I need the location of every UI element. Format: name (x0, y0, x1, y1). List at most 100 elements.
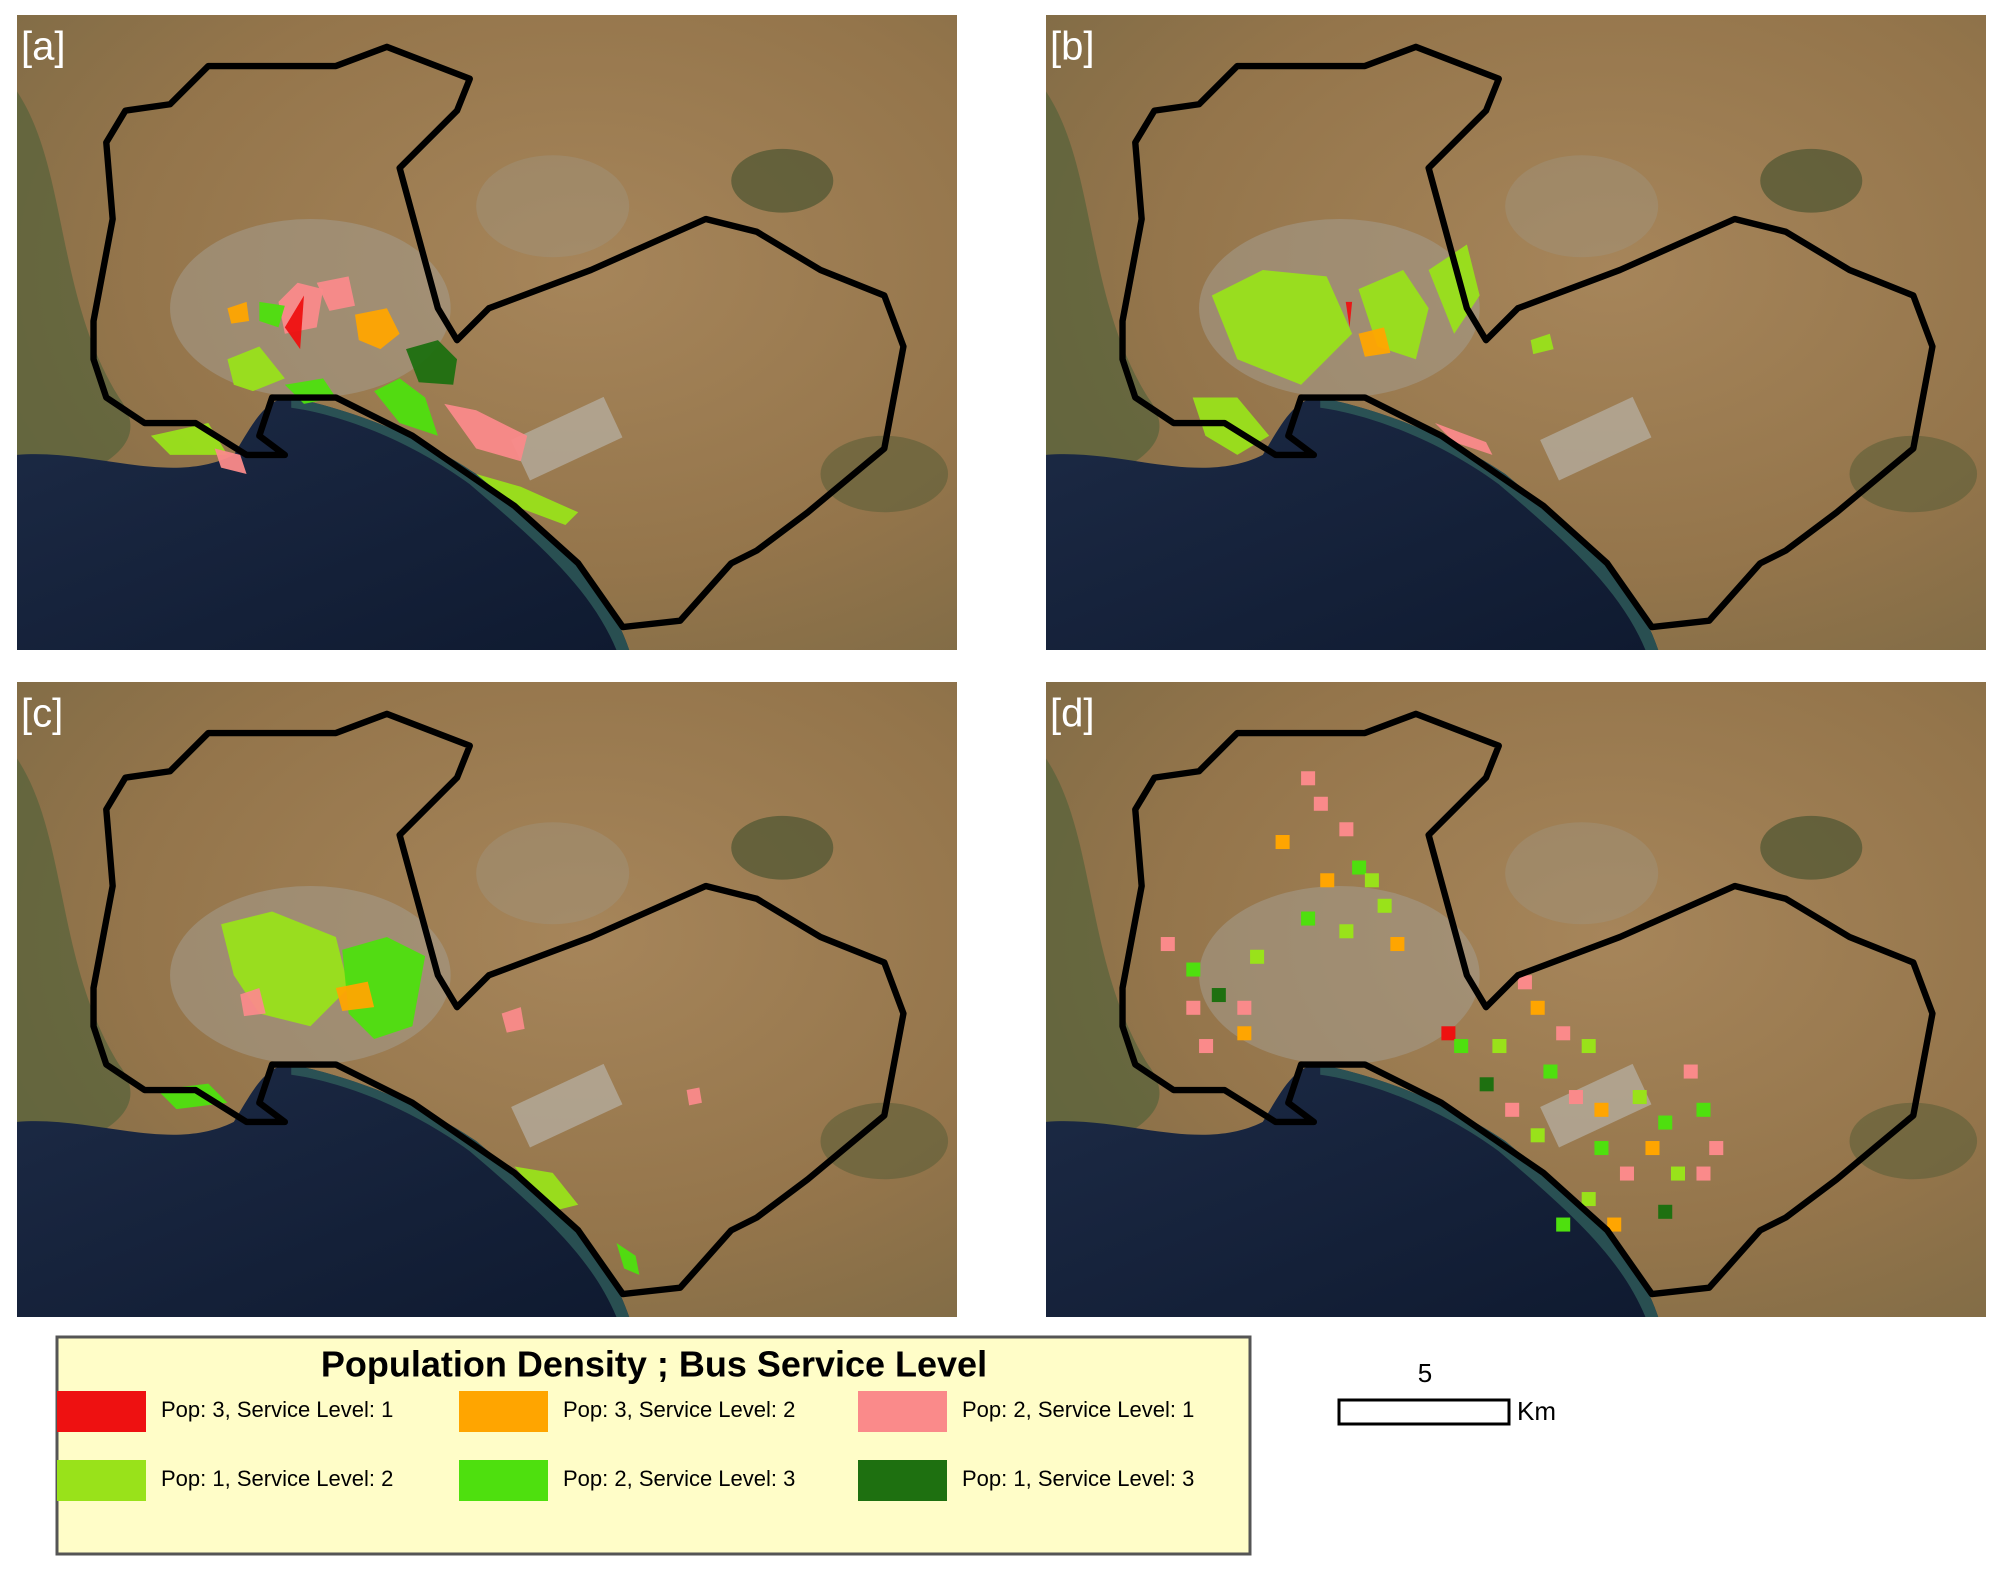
legend-items: Pop: 3, Service Level: 1 Pop: 3, Service … (57, 1391, 1194, 1501)
coverage-area (354, 308, 400, 350)
grid-cell (1619, 1166, 1634, 1181)
grid-cell (1211, 988, 1226, 1003)
grid-cell (1441, 1026, 1456, 1041)
grid-cell (1186, 1000, 1201, 1015)
grid-cell (1632, 1090, 1647, 1105)
panel-label: [d] (1050, 692, 1094, 736)
grid-cell (1530, 1128, 1545, 1143)
grid-cell (1581, 1192, 1596, 1207)
grid-cell (1364, 873, 1379, 888)
grid-cell (1377, 898, 1392, 913)
satellite-basemap (17, 682, 957, 1317)
panel-label: [c] (21, 692, 63, 736)
grid-cell (1594, 1102, 1609, 1117)
coverage-area (476, 474, 579, 526)
coverage-area (227, 301, 250, 324)
coverage-area (1530, 333, 1554, 355)
grid-cell (1313, 796, 1328, 811)
grid-cell (1658, 1204, 1673, 1219)
coverage-area (316, 276, 355, 311)
grid-cell (1390, 937, 1405, 952)
grid-cell (1581, 1039, 1596, 1054)
map-panels: [a] [b] [c] [d] (17, 15, 1986, 1317)
coverage-area (1345, 301, 1353, 328)
grid-cell (1556, 1026, 1571, 1041)
grid-cell (1683, 1064, 1698, 1079)
legend-label: Pop: 3, Service Level: 1 (161, 1397, 393, 1422)
coverage-area (240, 988, 266, 1017)
grid-cell (1199, 1039, 1214, 1054)
coverage-area (686, 1087, 702, 1106)
grid-cell (1645, 1141, 1660, 1156)
legend-label: Pop: 1, Service Level: 3 (962, 1466, 1194, 1491)
scale-bar (1337, 1398, 1511, 1426)
legend-swatch (57, 1391, 146, 1432)
satellite-basemap (1046, 15, 1986, 650)
grid-cell (1658, 1115, 1673, 1130)
coverage-area (406, 340, 458, 385)
coverage-area (444, 403, 528, 462)
grid-cell (1250, 949, 1265, 964)
coverage-area (514, 1166, 579, 1212)
grid-cell (1339, 822, 1354, 837)
grid-cell (1670, 1166, 1685, 1181)
grid-cell (1301, 771, 1316, 786)
coverage-area (1435, 423, 1493, 455)
legend-swatch (57, 1460, 146, 1501)
grid-cell (1505, 1102, 1520, 1117)
coverage-area (214, 448, 247, 475)
grid-cell (1696, 1102, 1711, 1117)
satellite-basemap (17, 15, 957, 650)
legend-swatch (459, 1391, 548, 1432)
grid-cell (1709, 1141, 1724, 1156)
coverage-area (616, 1243, 640, 1275)
legend-swatch (858, 1391, 947, 1432)
grid-cell (1320, 873, 1335, 888)
map-panel (1046, 682, 1986, 1317)
scale-distance: 5 (1418, 1358, 1432, 1388)
grid-cell (1556, 1217, 1571, 1232)
coverage-area (342, 937, 426, 1040)
coverage-area (284, 295, 304, 350)
legend-label: Pop: 2, Service Level: 3 (563, 1466, 795, 1491)
scale-unit: Km (1517, 1396, 1556, 1426)
grid-cell (1696, 1166, 1711, 1181)
grid-cell (1517, 975, 1532, 990)
grid-cell (1275, 835, 1290, 850)
grid-cell (1237, 1000, 1252, 1015)
coverage-area (1211, 270, 1353, 385)
grid-cell (1301, 911, 1316, 926)
map-panel (1046, 15, 1986, 650)
map-panel (17, 15, 957, 650)
grid-cell (1237, 1026, 1252, 1041)
grid-cell (1594, 1141, 1609, 1156)
grid-cell (1530, 1000, 1545, 1015)
legend-label: Pop: 1, Service Level: 2 (161, 1466, 393, 1491)
panel-label: [b] (1050, 25, 1094, 69)
legend-swatch (459, 1460, 548, 1501)
coverage-area (259, 301, 285, 328)
grid-cell (1492, 1039, 1507, 1054)
legend-swatch (858, 1460, 947, 1501)
satellite-basemap (1046, 682, 1986, 1317)
coverage-area (501, 1007, 525, 1033)
grid-cell (1160, 937, 1175, 952)
coverage-area (1358, 327, 1391, 357)
legend-label: Pop: 2, Service Level: 1 (962, 1397, 1194, 1422)
coverage-area (227, 346, 285, 392)
grid-cell (1339, 924, 1354, 939)
grid-cell (1186, 962, 1201, 977)
grid-cell (1607, 1217, 1622, 1232)
grid-cell (1454, 1039, 1469, 1054)
legend-label: Pop: 3, Service Level: 2 (563, 1397, 795, 1422)
map-panel (17, 682, 957, 1317)
coverage-area (374, 378, 438, 436)
legend-box (55, 1335, 1252, 1556)
grid-cell (1479, 1077, 1494, 1092)
grid-cell (1568, 1090, 1583, 1105)
coverage-area (335, 981, 375, 1011)
grid-cell (1543, 1064, 1558, 1079)
panel-label: [a] (21, 25, 65, 69)
grid-cell (1352, 860, 1367, 875)
